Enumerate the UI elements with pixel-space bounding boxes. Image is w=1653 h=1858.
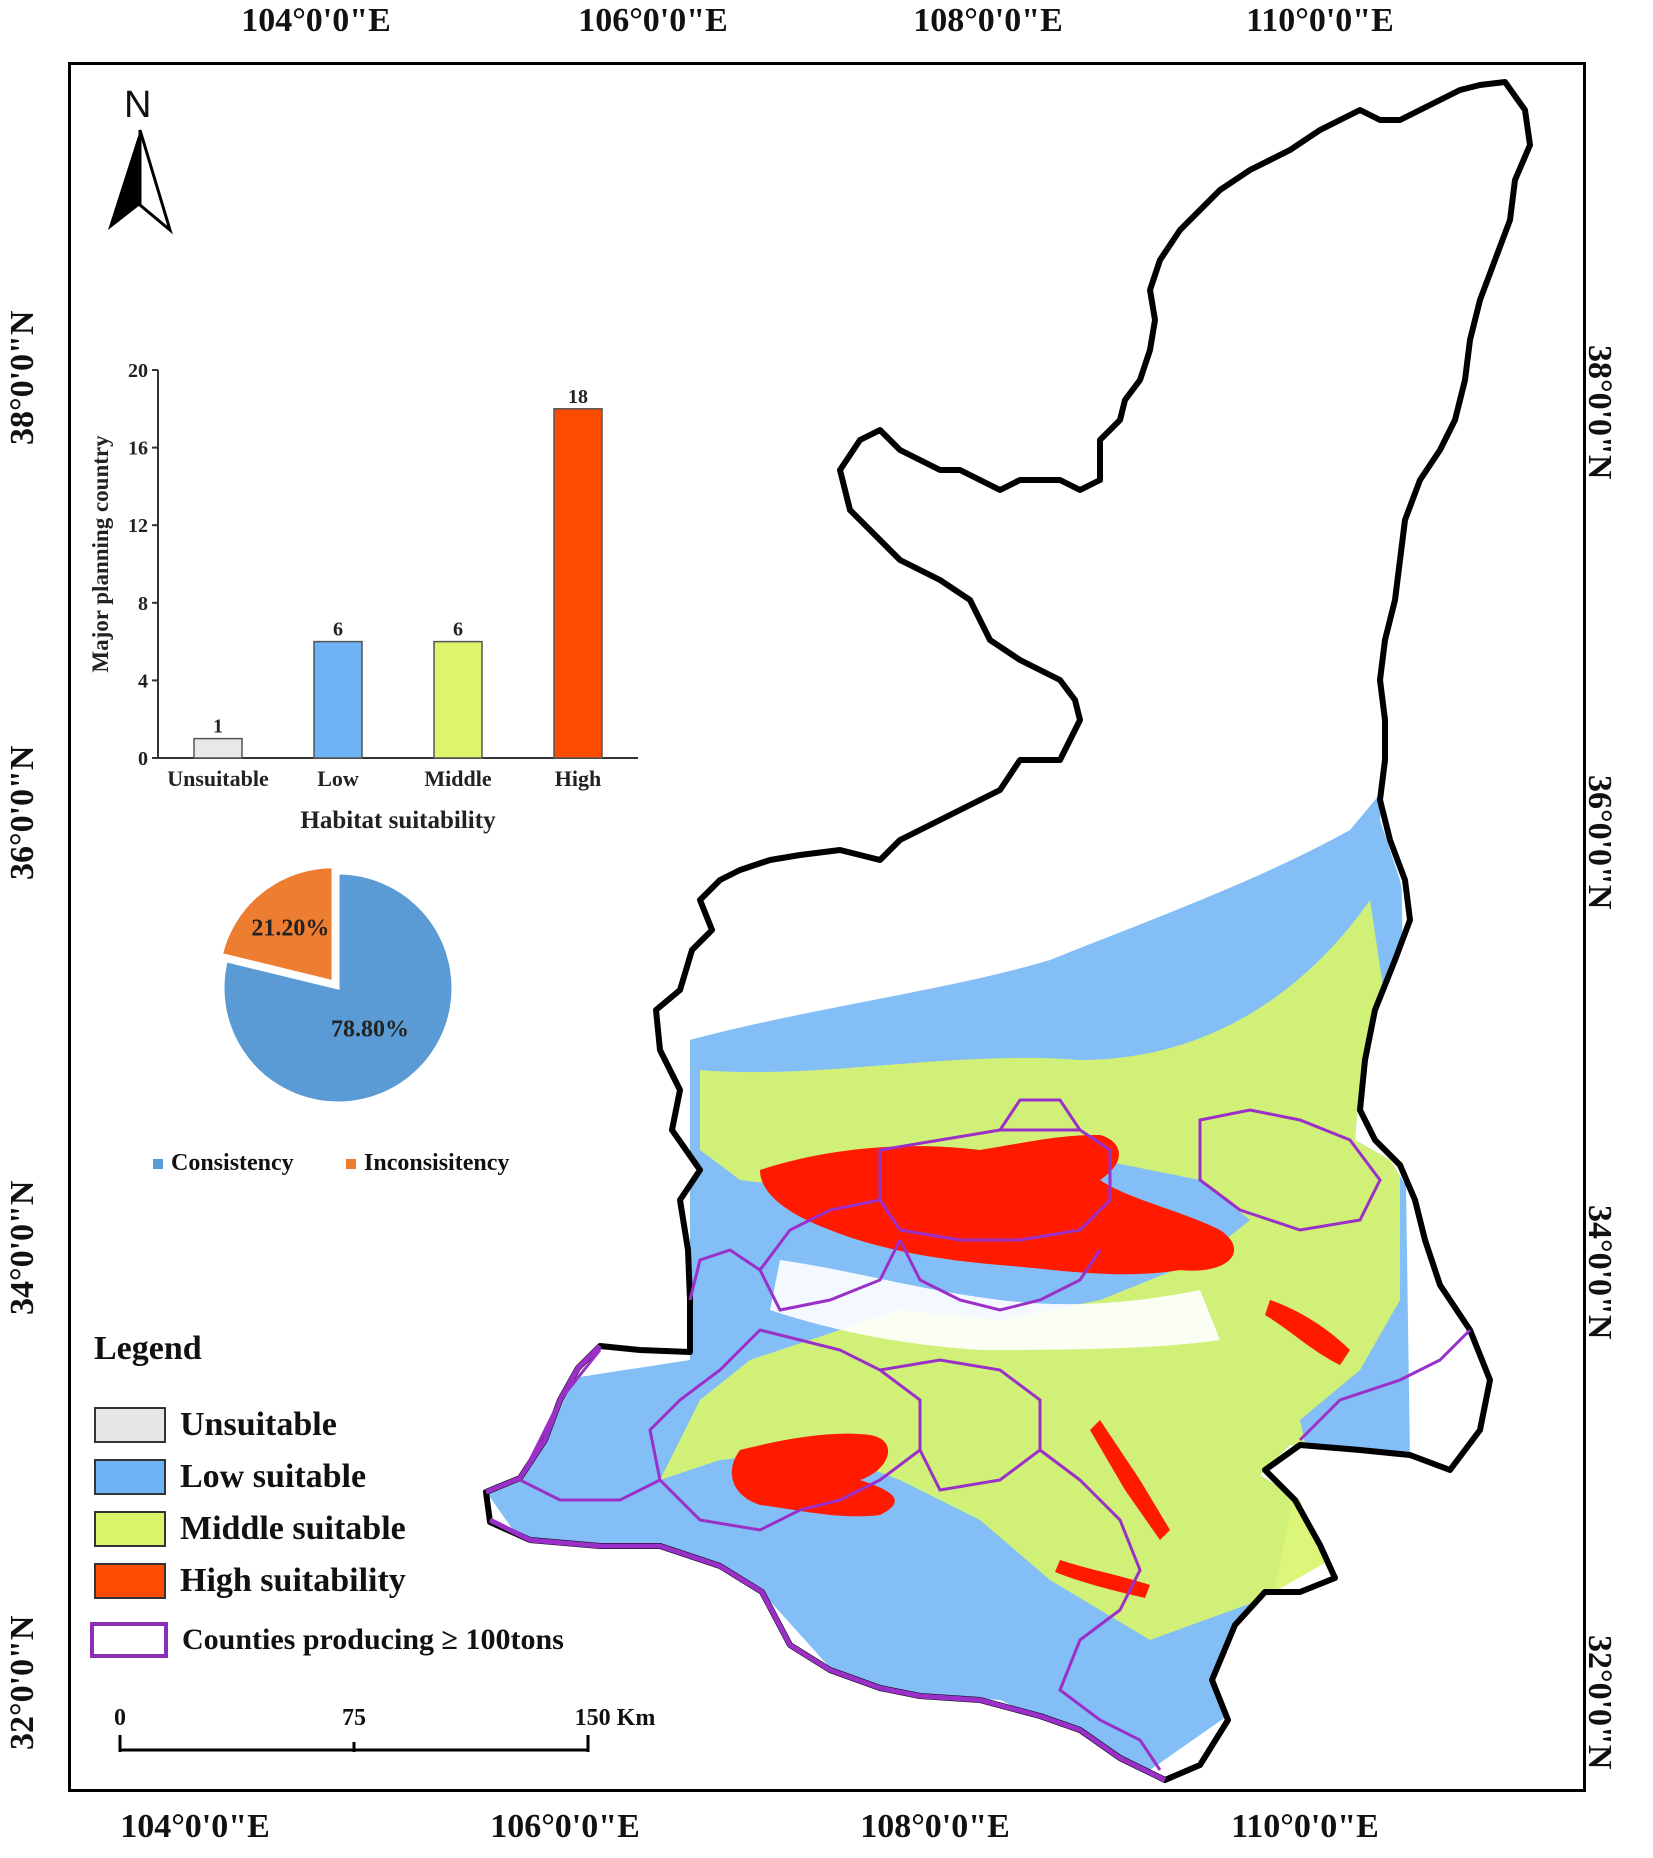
county-boundary xyxy=(998,1098,1082,1131)
legend-swatch xyxy=(94,1459,166,1495)
bar xyxy=(313,640,363,759)
legend-swatch xyxy=(94,1511,166,1547)
pie-legend-consistency: Consistency xyxy=(153,1150,294,1177)
county-boundary xyxy=(488,1517,1167,1783)
bar xyxy=(433,640,483,759)
high-suitability-zone xyxy=(1090,1420,1170,1540)
x-tick-label: High xyxy=(555,766,601,791)
pie-chart: 78.80% 21.20% xyxy=(219,865,455,1105)
longitude-label-top: 104°0'0"E xyxy=(241,2,391,39)
county-boundary xyxy=(1298,1328,1472,1442)
county-boundary xyxy=(758,1198,902,1312)
county-boundaries xyxy=(485,1098,1472,1783)
legend-swatch xyxy=(94,1407,166,1443)
scale-label: 150 Km xyxy=(574,1705,656,1731)
high-suitability-zone xyxy=(1055,1560,1150,1598)
legend-swatch xyxy=(94,1563,166,1599)
north-arrow-icon xyxy=(108,129,173,235)
county-boundary xyxy=(878,1128,1112,1242)
county-boundary xyxy=(898,1239,1102,1312)
pie-slice-label: 21.20% xyxy=(251,915,329,941)
scale-label: 0 xyxy=(114,1705,126,1731)
x-tick-label: Low xyxy=(317,766,359,791)
legend-item-high: High suitability xyxy=(94,1561,406,1601)
inconsistency-swatch xyxy=(346,1158,356,1169)
county-boundary xyxy=(1039,1448,1162,1771)
x-tick-label: Unsuitable xyxy=(167,766,269,791)
scale-label: 75 xyxy=(342,1705,366,1731)
x-axis-title: Habitat suitability xyxy=(300,807,496,834)
county-boundary xyxy=(688,1248,761,1301)
pie-legend-inconsistency: Inconsisitency xyxy=(346,1150,509,1177)
county-boundary xyxy=(879,1358,1042,1492)
legend-item-low: Low suitable xyxy=(94,1457,366,1497)
longitude-label-bottom: 108°0'0"E xyxy=(860,1808,1010,1845)
x-tick-label: Middle xyxy=(424,766,491,791)
scale-bar xyxy=(118,1735,590,1752)
province-outline xyxy=(680,690,720,1040)
y-tick-label: 4 xyxy=(138,670,148,692)
bar xyxy=(193,737,243,759)
bar-value-label: 6 xyxy=(453,619,463,641)
legend-title: Legend xyxy=(94,1330,202,1367)
unsuitable-zone xyxy=(770,1260,1220,1350)
longitude-label-bottom: 110°0'0"E xyxy=(1231,1808,1379,1845)
longitude-label-bottom: 104°0'0"E xyxy=(120,1808,270,1845)
legend-item-unsuitable: Unsuitable xyxy=(94,1405,337,1445)
map-frame xyxy=(68,62,1586,1792)
high-suitability-zone xyxy=(731,1433,895,1517)
longitude-label-bottom: 106°0'0"E xyxy=(490,1808,640,1845)
legend-swatch xyxy=(90,1622,168,1658)
bar-value-label: 1 xyxy=(213,716,223,738)
county-boundary xyxy=(1198,1108,1382,1232)
y-tick-label: 8 xyxy=(138,593,148,615)
consistency-label: Consistency xyxy=(171,1150,294,1176)
legend-item-middle: Middle suitable xyxy=(94,1509,406,1549)
suitability-layers xyxy=(485,770,1410,1770)
y-tick-label: 16 xyxy=(128,438,148,460)
legend-item-counties: Counties producing ≥ 100tons xyxy=(90,1620,564,1660)
y-axis-title: Major planning country xyxy=(88,435,113,673)
bar-value-label: 18 xyxy=(568,386,588,408)
legend-label: Low suitable xyxy=(180,1458,367,1495)
longitude-label-top: 108°0'0"E xyxy=(913,2,1063,39)
legend-label: Middle suitable xyxy=(180,1510,406,1547)
legend-label: Counties producing ≥ 100tons xyxy=(182,1623,564,1656)
high-suitability-zone xyxy=(1265,1300,1350,1365)
y-tick-label: 0 xyxy=(138,748,148,770)
legend-label: Unsuitable xyxy=(180,1406,337,1443)
county-boundary xyxy=(485,1344,602,1495)
bar-chart: 0 4 8 12 16 20 1 Unsuitable 6 Low 6 Middle 18 High Hab… xyxy=(88,360,638,834)
y-tick-label: 12 xyxy=(128,515,148,537)
bar xyxy=(553,408,603,759)
consistency-swatch xyxy=(153,1158,163,1169)
y-tick-label: 20 xyxy=(128,360,148,382)
longitude-label-top: 110°0'0"E xyxy=(1246,2,1394,39)
legend-label: High suitability xyxy=(180,1562,406,1599)
pie-slice-label: 78.80% xyxy=(331,1017,409,1043)
bar-value-label: 6 xyxy=(333,619,343,641)
pie-slice xyxy=(221,871,455,1105)
pie-slice xyxy=(219,865,335,984)
county-boundary xyxy=(648,1328,922,1532)
longitude-label-top: 106°0'0"E xyxy=(578,2,728,39)
north-label: N xyxy=(124,84,152,126)
inconsistency-label: Inconsisitency xyxy=(364,1150,510,1176)
